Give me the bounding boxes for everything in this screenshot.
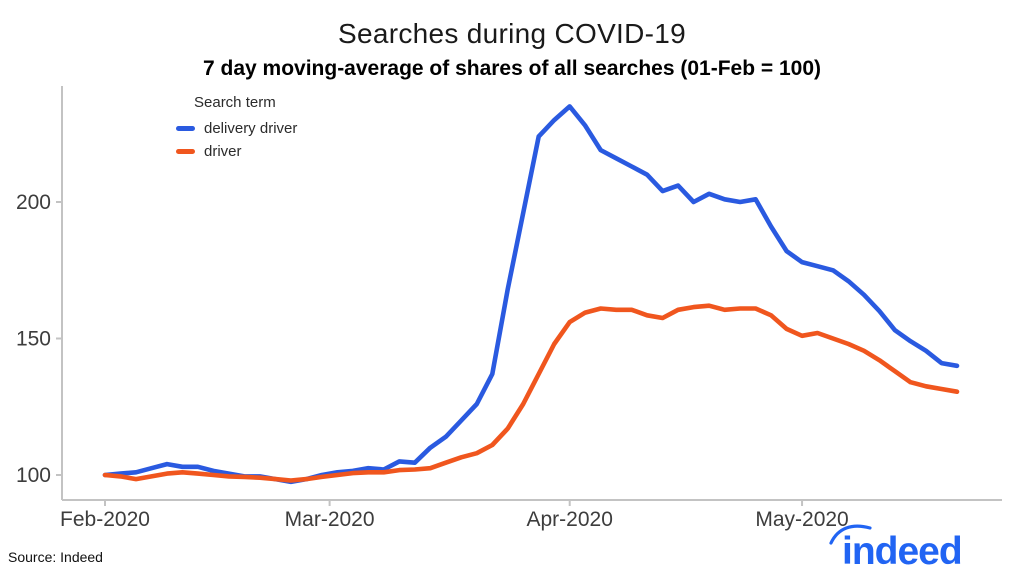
y-tick-label: 200 (16, 191, 51, 214)
legend-item-driver: driver (176, 142, 297, 161)
source-note: Source: Indeed (8, 549, 103, 565)
indeed-logo-wordmark: indeed (842, 530, 962, 573)
indeed-logo: indeed (829, 524, 963, 573)
series-line-driver (102, 303, 960, 483)
legend-item-label: delivery driver (204, 120, 298, 137)
x-tick-label: Apr-2020 (527, 508, 613, 531)
legend-item-label: driver (204, 143, 242, 160)
legend-title: Search term (194, 94, 276, 111)
driver-swatch (176, 149, 195, 154)
legend-item-delivery-driver: delivery driver (176, 119, 297, 138)
x-tick-label: Feb-2020 (60, 508, 150, 531)
delivery-driver-swatch (176, 126, 195, 131)
indeed-logo-swoosh-icon (829, 524, 872, 545)
chart-subtitle: 7 day moving-average of shares of all se… (202, 57, 822, 80)
y-tick-label: 150 (16, 328, 51, 351)
y-tick-label: 100 (16, 464, 51, 487)
legend: Search term delivery driver driver (176, 95, 297, 165)
chart-title: Searches during COVID-19 (337, 18, 687, 49)
x-tick-label: May-2020 (755, 508, 848, 531)
x-tick-label: Mar-2020 (285, 508, 375, 531)
